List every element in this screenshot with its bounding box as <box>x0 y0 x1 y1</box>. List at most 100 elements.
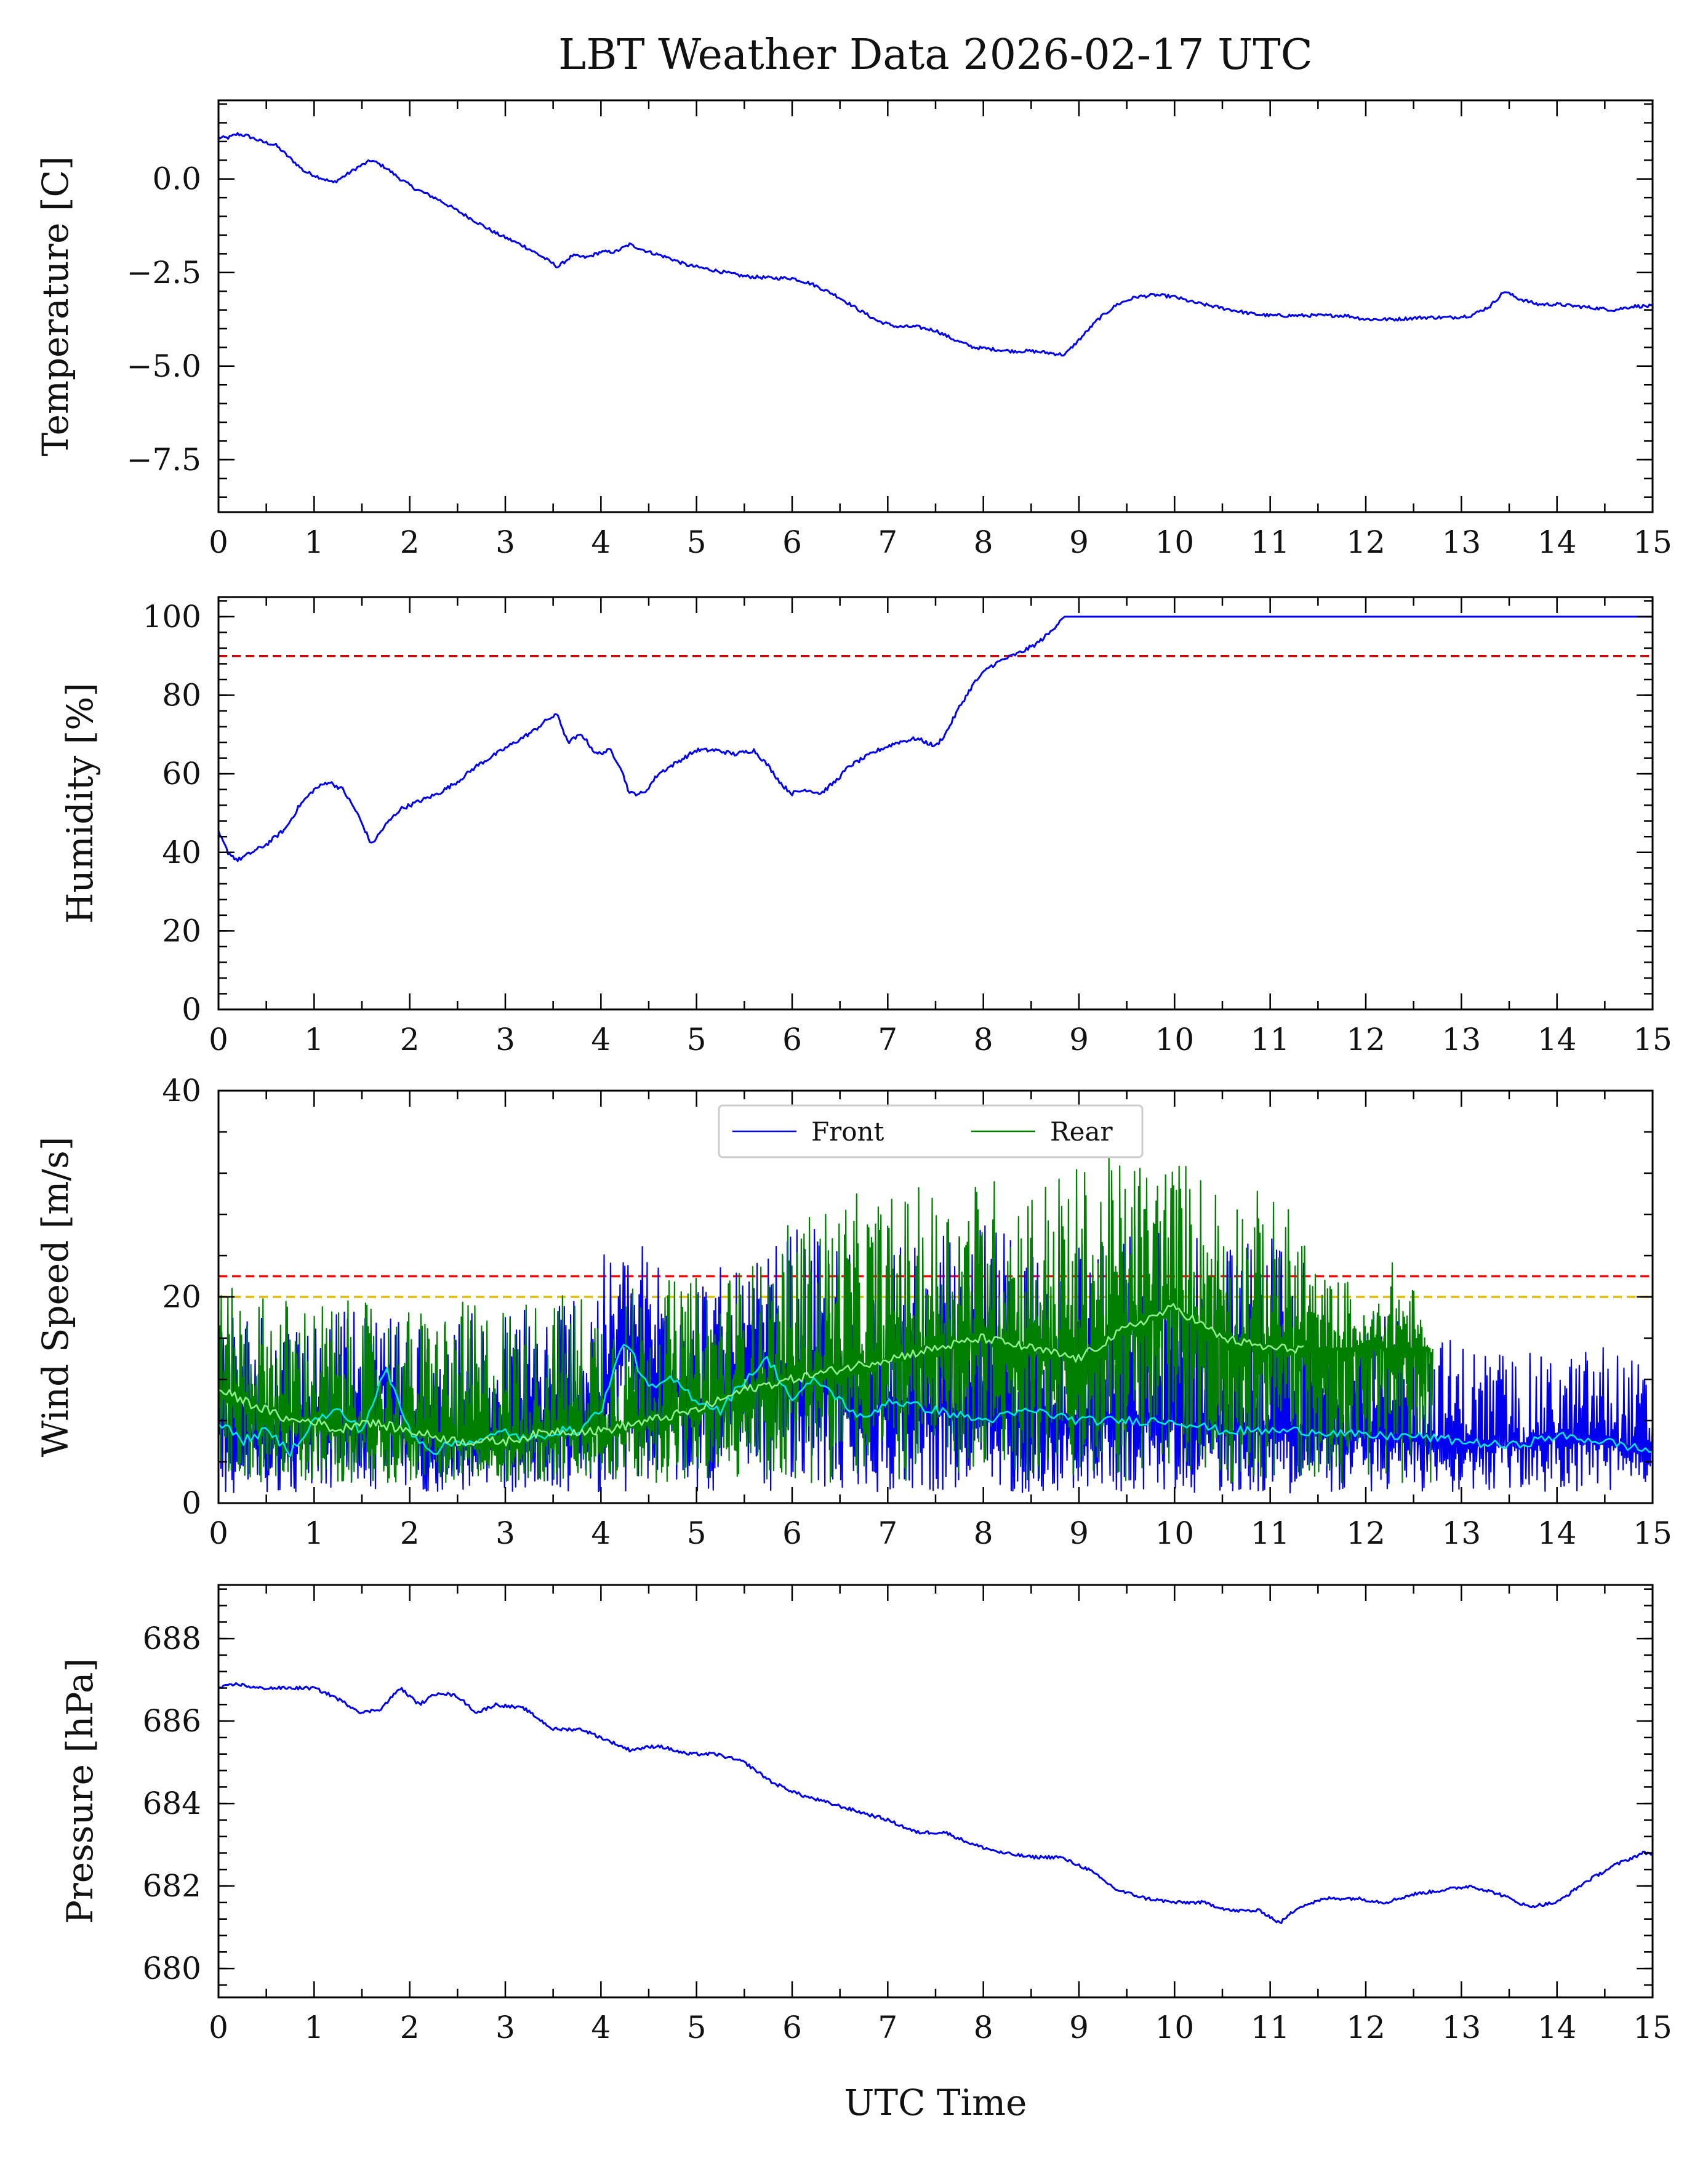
x-tick-label-temperature: 7 <box>878 524 897 560</box>
x-tick-label-humidity: 7 <box>878 1022 897 1057</box>
series-rear-running-mean <box>219 1303 1304 1446</box>
x-tick-label-pressure: 6 <box>782 2010 802 2045</box>
x-tick-label-pressure: 14 <box>1538 2010 1577 2045</box>
series-humidity-line <box>219 616 1653 862</box>
y-tick-label-humidity: 40 <box>162 835 201 870</box>
plot-area-pressure <box>219 1682 1653 1924</box>
x-tick-label-wind: 15 <box>1633 1515 1672 1551</box>
x-tick-label-humidity: 5 <box>687 1022 707 1057</box>
x-tick-label-pressure: 3 <box>495 2010 515 2045</box>
x-tick-label-wind: 9 <box>1069 1515 1089 1551</box>
y-axis-title-temperature: Temperature [C] <box>34 156 76 456</box>
x-tick-label-humidity: 14 <box>1538 1022 1577 1057</box>
x-tick-label-pressure: 12 <box>1346 2010 1385 2045</box>
y-tick-label-pressure: 680 <box>143 1951 201 1986</box>
x-tick-label-wind: 13 <box>1442 1515 1481 1551</box>
series-pressure-line <box>219 1682 1653 1924</box>
y-tick-label-humidity: 100 <box>143 599 201 635</box>
y-tick-label-temperature: −7.5 <box>127 442 201 478</box>
x-tick-label-pressure: 11 <box>1251 2010 1290 2045</box>
x-tick-label-wind: 2 <box>400 1515 420 1551</box>
series-temperature-line <box>219 132 1653 357</box>
figure-title: LBT Weather Data 2026-02-17 UTC <box>558 31 1313 79</box>
y-tick-label-pressure: 686 <box>143 1703 201 1739</box>
x-tick-label-wind: 8 <box>974 1515 993 1551</box>
x-tick-label-humidity: 13 <box>1442 1022 1481 1057</box>
x-tick-label-pressure: 1 <box>304 2010 324 2045</box>
y-tick-label-humidity: 60 <box>162 756 201 792</box>
x-tick-label-wind: 0 <box>209 1515 228 1551</box>
x-tick-label-humidity: 6 <box>782 1022 802 1057</box>
x-tick-label-pressure: 10 <box>1155 2010 1195 2045</box>
x-tick-label-pressure: 9 <box>1069 2010 1089 2045</box>
y-axis-title-humidity: Humidity [%] <box>59 683 101 924</box>
x-tick-label-pressure: 8 <box>974 2010 993 2045</box>
x-tick-label-pressure: 4 <box>591 2010 611 2045</box>
axes-frame-pressure <box>217 1584 1654 1999</box>
x-tick-label-temperature: 15 <box>1633 524 1672 560</box>
x-tick-label-temperature: 12 <box>1346 524 1385 560</box>
x-tick-label-pressure: 13 <box>1442 2010 1481 2045</box>
series-rear-trace <box>219 1156 1433 1483</box>
x-tick-label-humidity: 10 <box>1155 1022 1195 1057</box>
y-tick-label-temperature: −5.0 <box>127 348 201 384</box>
y-tick-label-pressure: 684 <box>143 1786 201 1821</box>
y-tick-label-wind: 40 <box>162 1073 201 1109</box>
y-tick-label-temperature: −2.5 <box>127 255 201 291</box>
x-tick-label-pressure: 0 <box>209 2010 228 2045</box>
plot-area-temperature <box>219 132 1653 357</box>
x-tick-label-humidity: 4 <box>591 1022 611 1057</box>
x-tick-label-temperature: 8 <box>974 524 993 560</box>
x-tick-label-pressure: 5 <box>687 2010 707 2045</box>
x-tick-label-temperature: 13 <box>1442 524 1481 560</box>
legend: Front Rear <box>718 1104 1144 1158</box>
plot-area-humidity <box>219 616 1653 862</box>
x-tick-label-temperature: 14 <box>1538 524 1577 560</box>
x-tick-label-temperature: 1 <box>304 524 324 560</box>
panel-humidity: 0 1 2 3 4 5 6 7 8 9 10 11 12 13 14 15020406080100Humidi… <box>59 596 1672 1057</box>
x-tick-label-wind: 12 <box>1346 1515 1385 1551</box>
y-axis-title-pressure: Pressure [hPa] <box>59 1658 101 1924</box>
x-tick-label-wind: 4 <box>591 1515 611 1551</box>
y-tick-label-wind: 0 <box>182 1485 201 1521</box>
y-tick-label-humidity: 20 <box>162 913 201 949</box>
axes-frame-temperature <box>217 99 1654 513</box>
x-tick-label-wind: 5 <box>687 1515 707 1551</box>
y-tick-label-pressure: 688 <box>143 1621 201 1656</box>
x-tick-label-temperature: 9 <box>1069 524 1089 560</box>
panels: 0 1 2 3 4 5 6 7 8 9 10 11 12 13 14 150.0−2.5−5.0−7.5Tem… <box>34 99 1672 2045</box>
x-tick-label-temperature: 4 <box>591 524 611 560</box>
x-tick-label-pressure: 2 <box>400 2010 420 2045</box>
x-tick-label-temperature: 6 <box>782 524 802 560</box>
x-tick-label-temperature: 11 <box>1251 524 1290 560</box>
legend-box <box>718 1104 1144 1158</box>
x-tick-label-pressure: 7 <box>878 2010 897 2045</box>
x-tick-label-humidity: 8 <box>974 1022 993 1057</box>
y-tick-label-pressure: 682 <box>143 1868 201 1904</box>
x-axis-title: UTC Time <box>844 2082 1027 2124</box>
y-tick-label-humidity: 80 <box>162 678 201 713</box>
series-front-running-mean <box>219 1344 1653 1457</box>
x-tick-label-humidity: 2 <box>400 1022 420 1057</box>
y-tick-label-wind: 20 <box>162 1279 201 1315</box>
x-tick-label-pressure: 15 <box>1633 2010 1672 2045</box>
x-tick-label-humidity: 0 <box>209 1022 228 1057</box>
legend-label-front: Front <box>811 1117 884 1147</box>
x-tick-label-wind: 3 <box>495 1515 515 1551</box>
x-tick-label-humidity: 9 <box>1069 1022 1089 1057</box>
x-tick-label-temperature: 3 <box>495 524 515 560</box>
y-axis-title-wind: Wind Speed [m/s] <box>34 1137 76 1458</box>
x-tick-label-wind: 10 <box>1155 1515 1195 1551</box>
panel-pressure: 0 1 2 3 4 5 6 7 8 9 10 11 12 13 14 15680682684686688Pre… <box>59 1584 1672 2045</box>
x-tick-label-humidity: 3 <box>495 1022 515 1057</box>
x-tick-label-humidity: 12 <box>1346 1022 1385 1057</box>
axes-frame-humidity <box>217 596 1654 1011</box>
panel-temperature: 0 1 2 3 4 5 6 7 8 9 10 11 12 13 14 150.0−2.5−5.0−7.5Tem… <box>34 99 1672 560</box>
y-tick-label-temperature: 0.0 <box>152 161 201 197</box>
x-tick-label-humidity: 11 <box>1251 1022 1290 1057</box>
x-tick-label-temperature: 10 <box>1155 524 1195 560</box>
y-tick-label-humidity: 0 <box>182 992 201 1027</box>
x-tick-label-wind: 1 <box>304 1515 324 1551</box>
